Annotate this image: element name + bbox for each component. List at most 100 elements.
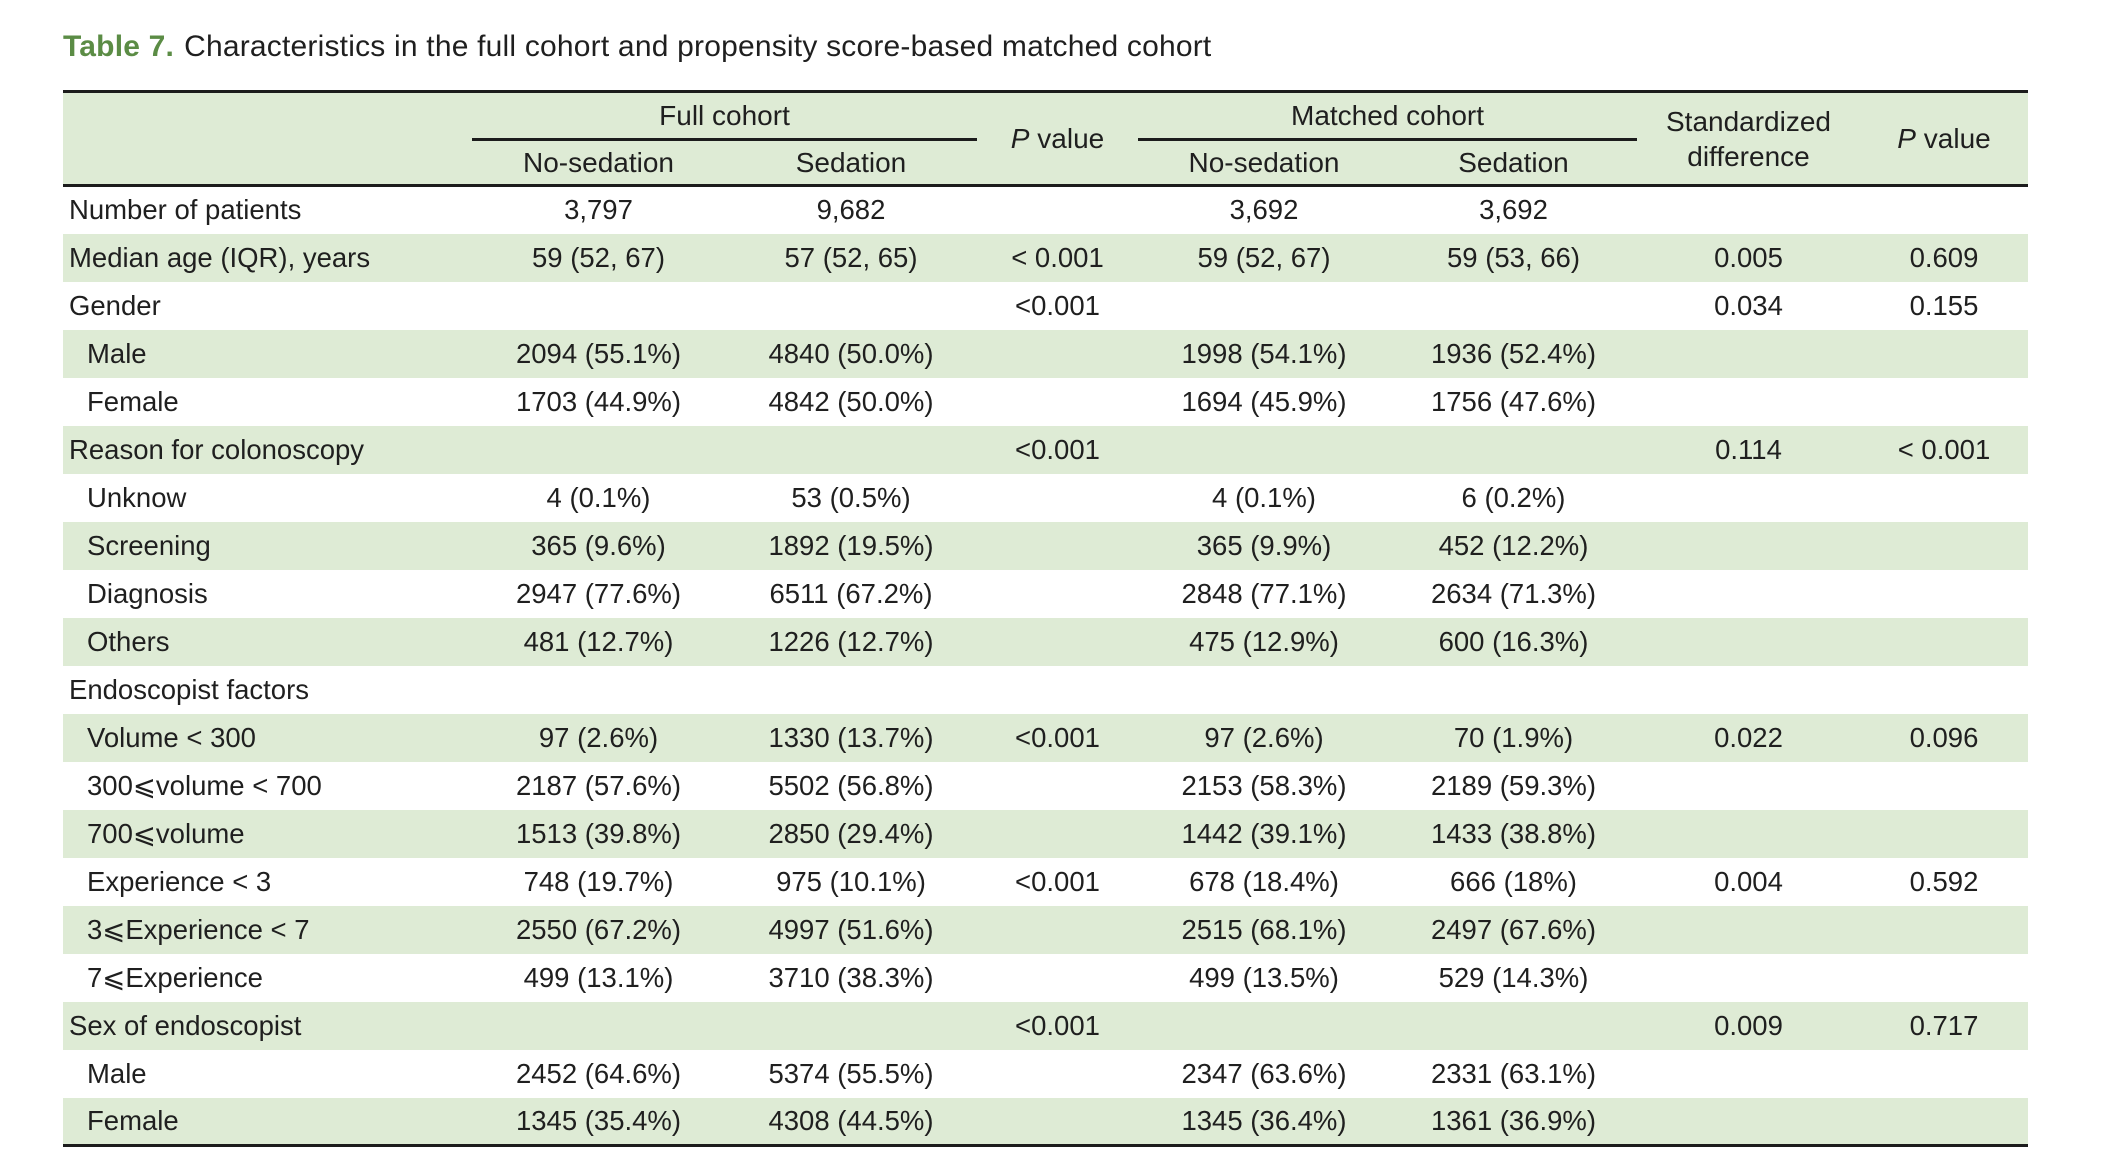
matched-no-sedation-cell bbox=[1138, 282, 1390, 330]
p-value-full-cell: <0.001 bbox=[1015, 1009, 1100, 1041]
full-sedation-cell: 4308 (44.5%) bbox=[768, 1104, 934, 1136]
p-value-full-cell: < 0.001 bbox=[1011, 241, 1104, 273]
full-sedation-cell: 5374 (55.5%) bbox=[768, 1057, 934, 1089]
matched-no-sedation-cell: 678 (18.4%) bbox=[1189, 865, 1339, 897]
full-no-sedation-cell bbox=[472, 666, 725, 714]
table-row: Number of patients 3,797 9,682 3,692 3,692 bbox=[63, 186, 2028, 234]
p-value-matched-cell bbox=[1860, 570, 2028, 618]
std-difference-cell bbox=[1637, 186, 1860, 234]
full-no-sedation-cell: 2452 (64.6%) bbox=[515, 1057, 682, 1089]
label-cell: Unknow bbox=[87, 481, 187, 513]
std-difference-cell: 0.009 bbox=[1714, 1009, 1783, 1041]
label-cell: Screening bbox=[87, 529, 211, 561]
full-cohort-header: Full cohort bbox=[472, 91, 977, 141]
table-row: Volume < 300 97 (2.6%) 1330 (13.7%) <0.001 9… bbox=[63, 713, 2028, 762]
table-row: Female 1345 (35.4%) 4308 (44.5%) 1345 (36.4… bbox=[63, 1097, 2028, 1146]
p-value-matched-cell: 0.096 bbox=[1909, 721, 1979, 753]
label-cell: Endoscopist factors bbox=[69, 673, 309, 705]
matched-sedation-cell: 1756 (47.6%) bbox=[1430, 385, 1597, 417]
matched-sedation-cell: 666 (18%) bbox=[1450, 865, 1577, 897]
p-value-full-cell bbox=[977, 666, 1138, 714]
p-value-matched-cell bbox=[1860, 762, 2028, 810]
std-difference-cell bbox=[1637, 906, 1860, 954]
table-body: Number of patients 3,797 9,682 3,692 3,692 Me… bbox=[63, 186, 2028, 1146]
full-sedation-header: Sedation bbox=[795, 146, 907, 178]
table-row: 3⩽Experience < 7 2550 (67.2%) 4997 (51.6%)… bbox=[63, 905, 2028, 954]
full-sedation-cell: 57 (52, 65) bbox=[784, 241, 918, 273]
p-value-full-cell bbox=[977, 1050, 1138, 1098]
full-no-sedation-cell bbox=[472, 282, 725, 330]
std-difference-cell: 0.022 bbox=[1714, 721, 1783, 753]
full-no-sedation-cell bbox=[472, 426, 725, 474]
full-no-sedation-cell: 1703 (44.9%) bbox=[515, 385, 682, 417]
full-sedation-cell bbox=[725, 666, 977, 714]
p-value-full-cell bbox=[977, 474, 1138, 522]
matched-no-sedation-cell: 499 (13.5%) bbox=[1189, 961, 1339, 993]
p-value-full-cell: <0.001 bbox=[1015, 433, 1100, 465]
p-value-matched-cell: 0.592 bbox=[1909, 865, 1979, 897]
std-difference-cell bbox=[1637, 810, 1860, 858]
matched-sedation-cell: 2189 (59.3%) bbox=[1430, 769, 1597, 801]
matched-sedation-cell: 529 (14.3%) bbox=[1438, 961, 1589, 993]
label-cell: Median age (IQR), years bbox=[69, 241, 371, 273]
p-value-matched-cell bbox=[1860, 1098, 2028, 1146]
p-value-full-cell bbox=[977, 762, 1138, 810]
full-sedation-cell bbox=[725, 282, 977, 330]
full-sedation-cell: 4840 (50.0%) bbox=[768, 337, 934, 369]
label-cell: Female bbox=[87, 1104, 179, 1136]
full-sedation-cell: 3710 (38.3%) bbox=[768, 961, 934, 993]
matched-sedation-cell: 452 (12.2%) bbox=[1438, 529, 1589, 561]
table-title: Table 7. Characteristics in the full coho… bbox=[63, 30, 1211, 64]
label-cell: Volume < 300 bbox=[87, 721, 256, 753]
std-difference-cell bbox=[1637, 762, 1860, 810]
full-sedation-cell: 4997 (51.6%) bbox=[768, 913, 934, 945]
matched-sedation-cell: 6 (0.2%) bbox=[1461, 481, 1566, 513]
matched-sedation-cell: 1433 (38.8%) bbox=[1430, 817, 1597, 849]
matched-sedation-cell: 1361 (36.9%) bbox=[1430, 1104, 1597, 1136]
label-cell: Reason for colonoscopy bbox=[69, 433, 365, 465]
full-no-sedation-cell: 499 (13.1%) bbox=[523, 961, 674, 993]
p-word: value bbox=[1037, 122, 1105, 154]
p-value-full-cell bbox=[977, 570, 1138, 618]
p-value-matched-cell bbox=[1860, 522, 2028, 570]
full-sedation-cell bbox=[725, 1002, 977, 1050]
table-caption: Characteristics in the full cohort and p… bbox=[184, 30, 1212, 63]
table-row: Female 1703 (44.9%) 4842 (50.0%) 1694 (45.9… bbox=[63, 378, 2028, 426]
table-row: Experience < 3 748 (19.7%) 975 (10.1%) <0.0… bbox=[63, 858, 2028, 906]
matched-sedation-cell: 3,692 bbox=[1479, 194, 1548, 226]
std-difference-cell bbox=[1637, 1098, 1860, 1146]
matched-no-sedation-cell: 3,692 bbox=[1229, 194, 1299, 226]
full-no-sedation-cell: 1513 (39.8%) bbox=[515, 817, 682, 849]
matched-no-sedation-cell bbox=[1138, 1002, 1390, 1050]
matched-sedation-cell: 2331 (63.1%) bbox=[1430, 1057, 1597, 1089]
label-cell: Others bbox=[87, 625, 170, 657]
matched-no-sedation-cell: 1998 (54.1%) bbox=[1181, 337, 1347, 369]
std-difference-cell: 0.005 bbox=[1714, 241, 1783, 273]
p-value-matched-cell bbox=[1860, 186, 2028, 234]
full-sedation-cell: 1226 (12.7%) bbox=[768, 625, 934, 657]
header-sub-row: No-sedation Sedation No-sedation Sedatio… bbox=[63, 140, 2028, 186]
full-no-sedation-cell: 748 (19.7%) bbox=[523, 865, 674, 897]
standardized-difference-header: Standardized difference bbox=[1637, 92, 1860, 186]
matched-no-sedation-cell: 1442 (39.1%) bbox=[1181, 817, 1347, 849]
std-difference-cell bbox=[1637, 666, 1860, 714]
matched-no-sedation-cell: 2153 (58.3%) bbox=[1181, 769, 1347, 801]
matched-no-sedation-cell: 1345 (36.4%) bbox=[1181, 1104, 1347, 1136]
p-word: value bbox=[1923, 122, 1991, 154]
p-value-matched-cell bbox=[1860, 954, 2028, 1002]
matched-sedation-cell: 2497 (67.6%) bbox=[1430, 913, 1597, 945]
label-cell: Female bbox=[87, 385, 179, 417]
table-row: Diagnosis 2947 (77.6%) 6511 (67.2%) 2848 (7… bbox=[63, 570, 2028, 618]
std-difference-cell bbox=[1637, 378, 1860, 426]
full-no-sedation-cell: 59 (52, 67) bbox=[531, 241, 665, 273]
matched-no-sedation-cell: 4 (0.1%) bbox=[1212, 481, 1316, 513]
full-no-sedation-cell: 2550 (67.2%) bbox=[515, 913, 682, 945]
full-sedation-cell: 2850 (29.4%) bbox=[768, 817, 934, 849]
full-sedation-cell: 1892 (19.5%) bbox=[768, 529, 934, 561]
p-value-matched-cell bbox=[1860, 618, 2028, 666]
p-value-matched-cell bbox=[1860, 330, 2028, 378]
std-difference-cell: 0.004 bbox=[1714, 865, 1783, 897]
matched-no-sedation-cell: 1694 (45.9%) bbox=[1181, 385, 1347, 417]
p-value-full-cell: <0.001 bbox=[1015, 721, 1100, 753]
